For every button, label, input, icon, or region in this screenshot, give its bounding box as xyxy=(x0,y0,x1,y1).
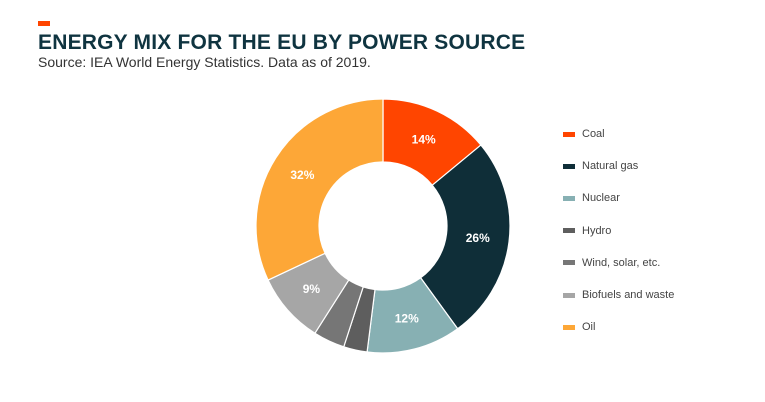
slice-label-biofuels-and-waste: 9% xyxy=(303,282,321,296)
legend-label: Hydro xyxy=(582,224,612,237)
slice-oil xyxy=(255,98,384,281)
legend-swatch xyxy=(563,131,575,137)
legend-swatch xyxy=(563,260,575,266)
title-accent-bar xyxy=(38,21,50,26)
chart-legend: Coal Natural gas Nuclear Hydro Wind, sol… xyxy=(563,118,674,343)
slice-natural-gas xyxy=(419,144,511,330)
legend-item-wind-solar: Wind, solar, etc. xyxy=(563,247,674,279)
legend-item-hydro: Hydro xyxy=(563,215,674,247)
slice-label-oil: 32% xyxy=(290,168,314,182)
legend-label: Biofuels and waste xyxy=(582,289,675,302)
chart-title: ENERGY MIX FOR THE EU BY POWER SOURCE xyxy=(38,31,526,54)
slice-label-coal: 14% xyxy=(412,133,436,147)
legend-item-nuclear: Nuclear xyxy=(563,182,674,214)
legend-swatch xyxy=(563,292,575,298)
donut-chart: 14% 26% 12% 9% 32% xyxy=(255,98,511,354)
legend-swatch xyxy=(563,228,575,234)
legend-item-coal: Coal xyxy=(563,118,674,150)
legend-label: Oil xyxy=(582,321,596,334)
legend-label: Coal xyxy=(582,128,605,141)
slice-label-nuclear: 12% xyxy=(395,311,419,325)
chart-subtitle: Source: IEA World Energy Statistics. Dat… xyxy=(38,54,371,70)
legend-swatch xyxy=(563,163,575,169)
legend-swatch xyxy=(563,324,575,330)
legend-item-biofuels-waste: Biofuels and waste xyxy=(563,279,674,311)
legend-label: Nuclear xyxy=(582,192,620,205)
legend-item-oil: Oil xyxy=(563,311,674,343)
legend-label: Wind, solar, etc. xyxy=(582,256,661,269)
legend-swatch xyxy=(563,195,575,201)
legend-label: Natural gas xyxy=(582,160,639,173)
legend-item-natural-gas: Natural gas xyxy=(563,150,674,182)
slice-label-natural-gas: 26% xyxy=(466,231,490,245)
